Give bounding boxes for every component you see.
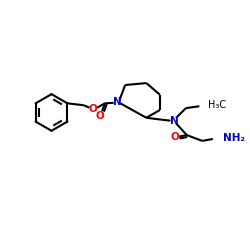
Text: N: N: [113, 97, 122, 107]
Text: O: O: [96, 111, 104, 121]
Text: NH₂: NH₂: [224, 133, 246, 143]
Text: H₃C: H₃C: [208, 100, 226, 110]
Text: O: O: [89, 104, 98, 114]
Text: N: N: [170, 116, 179, 126]
Text: O: O: [171, 132, 180, 142]
